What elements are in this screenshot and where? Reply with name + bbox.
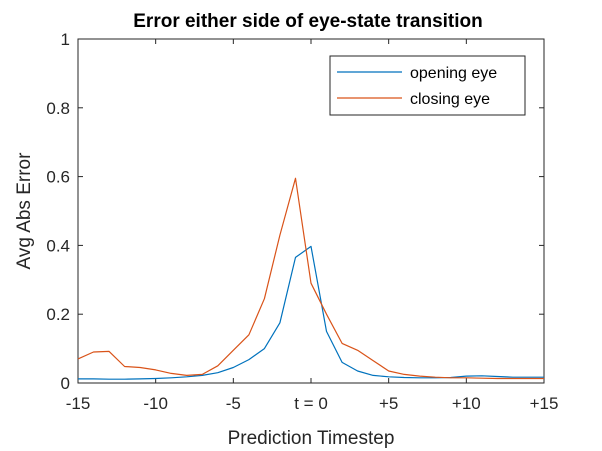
x-tick-label-5: -5 bbox=[226, 394, 241, 413]
x-tick-label-10: -10 bbox=[143, 394, 168, 413]
x-tick-label-15: -15 bbox=[66, 394, 91, 413]
y-tick-label-0: 0 bbox=[61, 374, 70, 393]
x-tick-label-15: +15 bbox=[530, 394, 559, 413]
series-line-opening-eye bbox=[78, 245, 544, 380]
y-tick-label-0-8: 0.8 bbox=[46, 99, 70, 118]
x-tick-label-10: +10 bbox=[452, 394, 481, 413]
x-tick-label-t-0: t = 0 bbox=[294, 394, 328, 413]
x-tick-label-5: +5 bbox=[379, 394, 398, 413]
series-line-closing-eye bbox=[77, 177, 544, 380]
x-axis: -15 -10 -5 t = 0 +5 +10 +15 bbox=[66, 39, 559, 413]
chart-title: Error either side of eye-state transitio… bbox=[133, 11, 483, 32]
y-tick-label-1: 1 bbox=[61, 30, 70, 49]
y-tick-label-0-2: 0.2 bbox=[46, 305, 70, 324]
legend-label-opening-eye: opening eye bbox=[410, 65, 497, 82]
y-tick-label-0-6: 0.6 bbox=[46, 168, 70, 187]
legend-box bbox=[329, 55, 526, 116]
x-axis-label: Prediction Timestep bbox=[228, 428, 395, 449]
y-tick-label-0-4: 0.4 bbox=[46, 236, 70, 255]
legend: opening eye closing eye bbox=[329, 55, 526, 116]
legend-label-closing-eye: closing eye bbox=[410, 91, 490, 108]
series-lines bbox=[77, 177, 544, 380]
y-axis: 0 0.2 0.4 0.6 0.8 1 bbox=[46, 30, 544, 393]
y-axis-label: Avg Abs Error bbox=[14, 152, 35, 270]
